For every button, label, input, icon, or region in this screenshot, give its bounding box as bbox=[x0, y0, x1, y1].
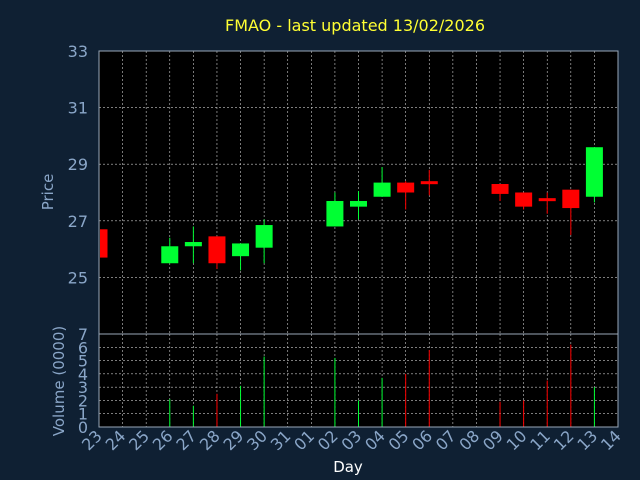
volume-plot-border bbox=[98, 333, 619, 428]
volume-tick-label: 2 bbox=[78, 391, 88, 410]
candle bbox=[585, 147, 603, 203]
candle-body bbox=[208, 236, 226, 264]
volume-tick-label: 7 bbox=[78, 325, 88, 344]
candle-body bbox=[373, 182, 391, 197]
candle-body bbox=[184, 242, 202, 247]
candle-body bbox=[100, 229, 108, 258]
candle-body bbox=[255, 225, 273, 248]
candle-body bbox=[326, 200, 344, 227]
volume-axis-label: Volume (0000) bbox=[50, 326, 68, 436]
candle bbox=[491, 184, 509, 201]
price-tick-label: 33 bbox=[68, 42, 88, 61]
candle bbox=[184, 226, 202, 264]
x-axis: 2324252627282930310102030405060708091011… bbox=[78, 426, 625, 454]
price-tick-label: 27 bbox=[68, 212, 88, 231]
volume-tick-label: 4 bbox=[78, 365, 88, 384]
candle bbox=[420, 169, 438, 196]
candle bbox=[255, 219, 273, 264]
candle-body bbox=[397, 182, 415, 193]
candle-body bbox=[491, 184, 509, 194]
volume-tick-label: 3 bbox=[78, 378, 88, 397]
candle bbox=[515, 192, 533, 210]
candle bbox=[326, 192, 344, 227]
candle-body bbox=[232, 243, 250, 257]
candle-body bbox=[350, 200, 367, 207]
x-axis-label: Day bbox=[333, 458, 363, 476]
volume-tick-label: 1 bbox=[78, 405, 88, 424]
volume-tick-label: 0 bbox=[78, 418, 88, 437]
candle-body bbox=[161, 246, 179, 264]
price-axis-label: Price bbox=[39, 174, 57, 211]
price-tick-label: 25 bbox=[68, 268, 88, 287]
candle bbox=[562, 189, 580, 235]
candle bbox=[232, 243, 250, 271]
candle bbox=[350, 191, 367, 220]
price-tick-label: 29 bbox=[68, 155, 88, 174]
candle-body bbox=[562, 189, 580, 209]
candle-body bbox=[420, 181, 438, 185]
candle-body bbox=[538, 198, 556, 202]
candle bbox=[161, 237, 179, 264]
candle bbox=[373, 167, 391, 197]
candle bbox=[208, 236, 226, 269]
x-tick-label: 14 bbox=[597, 426, 625, 454]
candle-body bbox=[585, 147, 603, 197]
price-panel: 25 27 29 31 33 bbox=[68, 42, 619, 335]
volume-tick-label: 5 bbox=[78, 352, 88, 371]
candle-body bbox=[515, 192, 533, 207]
candle bbox=[98, 229, 108, 258]
candle bbox=[397, 181, 415, 210]
volume-tick-label: 6 bbox=[78, 338, 88, 357]
candle bbox=[538, 192, 556, 214]
price-tick-label: 31 bbox=[68, 99, 88, 118]
chart-title: FMAO - last updated 13/02/2026 bbox=[225, 16, 485, 35]
